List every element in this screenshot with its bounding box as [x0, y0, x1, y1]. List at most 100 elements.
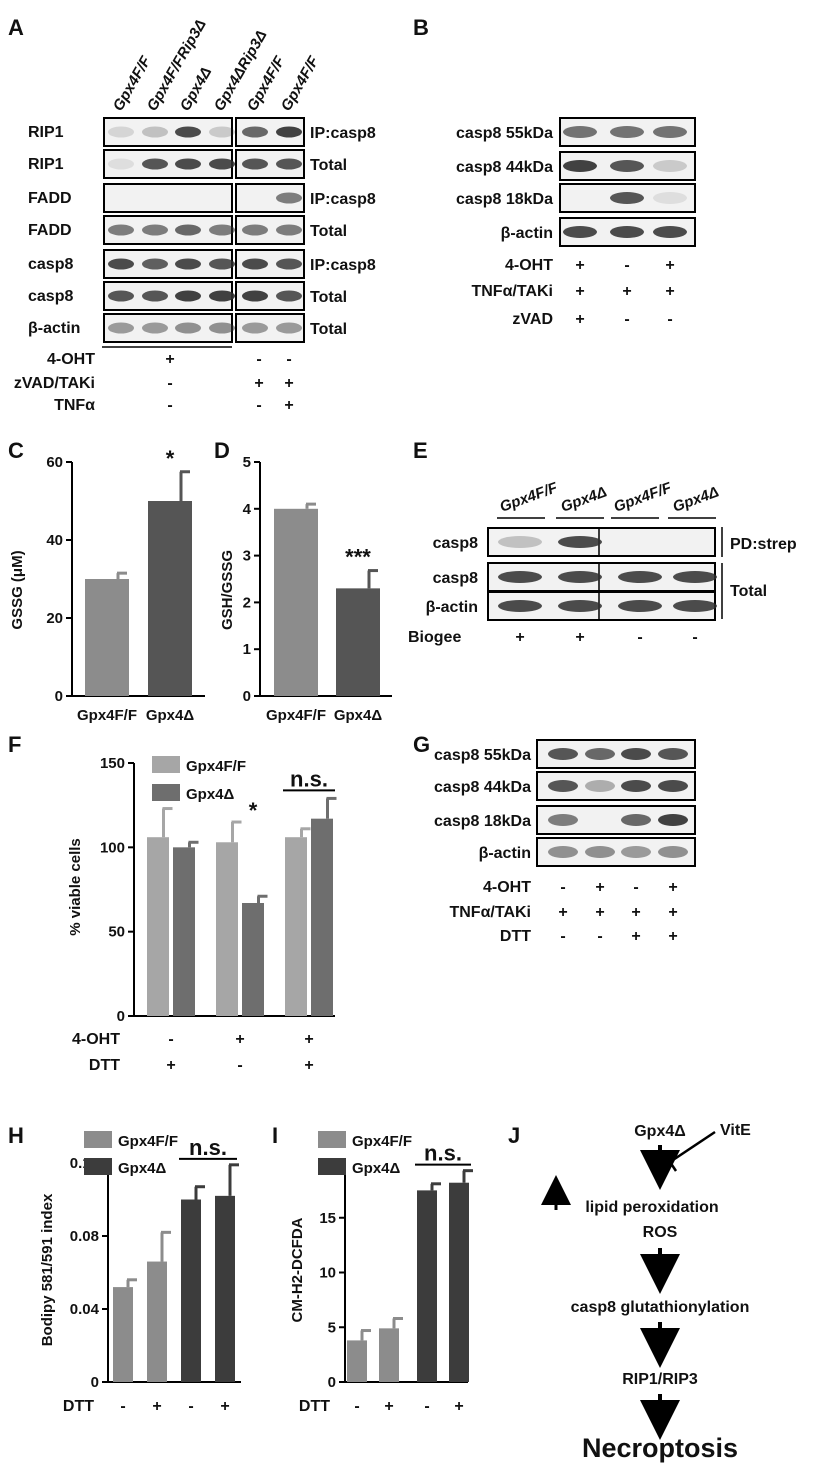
- band-a: [276, 322, 302, 334]
- chart-f: % viable cells 0 50 100 150 * n.s. Gpx4F/F Gpx4…: [67, 755, 337, 1074]
- x-label-c: Gpx4Δ: [146, 707, 195, 724]
- row-label-a-left: RIP1: [28, 124, 64, 141]
- treatment-label-b: 4-OHT: [505, 257, 553, 274]
- y-tick-label-d: 4: [243, 501, 252, 518]
- row-label-a-right: IP:casp8: [310, 257, 376, 274]
- band-b: [610, 160, 644, 172]
- band-g: [621, 814, 651, 826]
- treatment-label-g: DTT: [500, 928, 531, 945]
- pathway-step-1b: ROS: [643, 1224, 678, 1241]
- x-label-d: Gpx4Δ: [334, 707, 383, 724]
- bar-i: [347, 1340, 367, 1382]
- treatment-mark-g: +: [631, 904, 640, 921]
- band-g: [548, 780, 578, 792]
- band-a: [142, 258, 168, 270]
- row-label-a-left: FADD: [28, 222, 72, 239]
- row-label-a-left: casp8: [28, 256, 73, 273]
- treatment-mark-e: +: [515, 629, 524, 646]
- band-g: [658, 846, 688, 858]
- row-label-g: casp8 18kDa: [434, 813, 531, 830]
- panel-j-pathway: Gpx4Δ VitE lipid peroxidation ROS casp8 …: [541, 1122, 751, 1463]
- row-label-a-right: Total: [310, 289, 347, 306]
- band-b: [610, 192, 644, 204]
- panel-g-rows: casp8 55kDa casp8 44kDa casp8 18kDa β-actin: [434, 739, 696, 867]
- band-a: [242, 322, 268, 334]
- y-tick-label-h: 0: [91, 1374, 99, 1391]
- panel-letter-e: E: [413, 438, 428, 463]
- row-label-a-left: β-actin: [28, 320, 80, 337]
- legend-swatch-i: [318, 1158, 346, 1175]
- band-a: [108, 126, 134, 138]
- y-tick-label-f: 50: [108, 924, 125, 941]
- band-a: [108, 258, 134, 270]
- treatment-mark-a: -: [256, 397, 261, 414]
- bar-f: [173, 847, 195, 1016]
- band-g: [585, 846, 615, 858]
- y-tick-label-c: 60: [46, 454, 63, 471]
- legend-label-f: Gpx4F/F: [186, 758, 246, 775]
- treatment-label-f: 4-OHT: [72, 1031, 120, 1048]
- band-a: [108, 158, 134, 170]
- band-a: [276, 126, 302, 138]
- band-a: [175, 322, 201, 334]
- band-a: [276, 158, 302, 170]
- band-e: [498, 536, 542, 548]
- legend-swatch-h: [84, 1131, 112, 1148]
- significance-i: n.s.: [424, 1141, 462, 1166]
- treatment-mark-e: -: [637, 629, 642, 646]
- chart-h: Bodipy 581/591 index 00.040.080.12n.s.Gp…: [39, 1131, 241, 1415]
- band-a: [209, 158, 235, 170]
- panel-b-rows: casp8 55kDa casp8 44kDa casp8 18kDa β-actin: [456, 117, 696, 247]
- band-b: [653, 192, 687, 204]
- band-a: [242, 224, 268, 236]
- bar-c: [85, 579, 129, 696]
- lane-header-e-4: Gpx4Δ: [671, 484, 722, 516]
- treatment-mark-g: +: [668, 928, 677, 945]
- treatment-mark-g: +: [668, 879, 677, 896]
- pathway-end: Necroptosis: [582, 1433, 738, 1463]
- treatment-mark-i: +: [384, 1398, 393, 1415]
- band-a: [175, 224, 201, 236]
- y-tick-label-c: 20: [46, 610, 63, 627]
- significance-c: *: [166, 446, 175, 471]
- panel-a-treatments: 4-OHT + - - zVAD/TAKi - + + TNFα - - +: [14, 351, 294, 414]
- pathway-inhibitor: VitE: [720, 1122, 751, 1139]
- treatment-mark-e: -: [692, 629, 697, 646]
- treatment-mark-b: +: [575, 257, 584, 274]
- y-tick-label-f: 100: [100, 839, 125, 856]
- legend-label-i: Gpx4F/F: [352, 1133, 412, 1150]
- treatment-label-b: zVAD: [512, 311, 553, 328]
- y-tick-label-d: 0: [243, 688, 251, 705]
- band-e: [498, 600, 542, 612]
- panel-letter-g: G: [413, 732, 430, 757]
- blot-strip-a-right: [235, 313, 305, 343]
- treatment-label-a: TNFα: [54, 397, 95, 414]
- band-a: [175, 158, 201, 170]
- lane-header-e-3: Gpx4F/F: [612, 479, 675, 516]
- band-b: [610, 226, 644, 238]
- significance-h: n.s.: [189, 1135, 227, 1160]
- band-g: [585, 748, 615, 760]
- band-a: [108, 290, 134, 302]
- treatment-mark-g: +: [595, 904, 604, 921]
- panel-g-treatments: 4-OHT - + - + TNFα/TAKi + + + + DTT - - + +: [449, 879, 677, 945]
- band-g: [621, 748, 651, 760]
- treatment-mark-a: -: [256, 351, 261, 368]
- band-b: [610, 126, 644, 138]
- panel-letter-b: B: [413, 15, 429, 40]
- band-a: [242, 258, 268, 270]
- bar-i: [449, 1182, 469, 1382]
- bar-h: [215, 1195, 235, 1382]
- y-tick-label-f: 150: [100, 755, 125, 772]
- treatment-label-g: TNFα/TAKi: [449, 904, 531, 921]
- treatment-label-e: Biogee: [408, 629, 461, 646]
- treatment-mark-a: -: [167, 397, 172, 414]
- panel-letter-f: F: [8, 732, 21, 757]
- legend-swatch-f: [152, 784, 180, 801]
- panel-letter-h: H: [8, 1123, 24, 1148]
- treatment-mark-f: -: [237, 1057, 242, 1074]
- treatment-mark-b: +: [575, 311, 584, 328]
- band-e: [558, 600, 602, 612]
- y-tick-label-f: 0: [117, 1008, 125, 1025]
- treatment-mark-i: +: [454, 1398, 463, 1415]
